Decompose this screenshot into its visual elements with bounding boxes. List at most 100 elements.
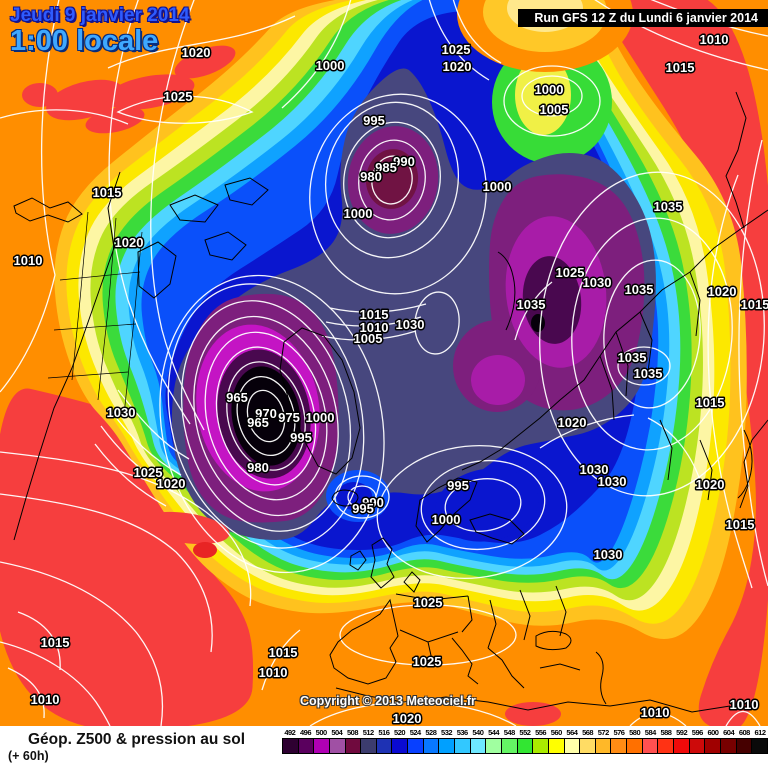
pressure-label: 1030 <box>580 462 609 477</box>
copyright-notice: Copyright © 2013 Meteociel.fr <box>300 694 476 708</box>
pressure-label: 965 <box>247 415 269 430</box>
legend-swatch <box>470 739 487 753</box>
legend-swatch <box>455 739 471 753</box>
pressure-label: 1015 <box>93 185 122 200</box>
pressure-label: 1000 <box>316 58 345 73</box>
pressure-label: 1000 <box>483 179 512 194</box>
z500-legend: 492 496 500 504 508 512 516 520 524 528 532 536 540 5… <box>282 728 768 754</box>
pressure-label: 1010 <box>14 253 43 268</box>
pressure-label: 995 <box>363 113 385 128</box>
legend-value: 504 <box>331 728 343 737</box>
pressure-label: 1015 <box>696 395 725 410</box>
legend-swatch <box>298 739 315 753</box>
legend-swatch <box>329 739 346 753</box>
legend-value: 528 <box>425 728 437 737</box>
legend-swatch <box>736 739 753 753</box>
legend-swatch <box>564 739 581 753</box>
pressure-label: 1020 <box>696 477 725 492</box>
weather-map: 1020102510001025102010101015995990985980… <box>0 0 768 726</box>
legend-swatch <box>361 739 377 753</box>
legend-value: 588 <box>660 728 672 737</box>
legend-swatch <box>720 739 737 753</box>
pressure-label: 1030 <box>396 317 425 332</box>
legend-swatch <box>392 739 409 753</box>
pressure-label: 1010 <box>730 697 759 712</box>
legend-swatch <box>752 739 767 753</box>
pressure-label: 1030 <box>583 275 612 290</box>
pressure-label: 1025 <box>164 89 193 104</box>
legend-swatch <box>658 739 675 753</box>
pressure-label: 1035 <box>654 199 683 214</box>
legend-swatch <box>439 739 456 753</box>
legend-swatch <box>689 739 706 753</box>
legend-swatch <box>611 739 628 753</box>
legend-values: 492 496 500 504 508 512 516 520 524 528 532 536 540 5… <box>282 728 768 737</box>
legend-value: 492 <box>284 728 296 737</box>
pressure-label: 995 <box>447 478 469 493</box>
pressure-label: 1015 <box>41 635 70 650</box>
pressure-label: 1020 <box>443 59 472 74</box>
pressure-label: 1010 <box>259 665 288 680</box>
legend-value: 556 <box>535 728 547 737</box>
pressure-label: 1020 <box>182 45 211 60</box>
legend-value: 544 <box>488 728 500 737</box>
legend-value: 536 <box>456 728 469 737</box>
legend-swatch <box>517 739 534 753</box>
legend-value: 584 <box>644 728 657 737</box>
legend-value: 520 <box>394 728 406 737</box>
pressure-label: 1035 <box>517 297 546 312</box>
legend-swatch <box>408 739 424 753</box>
pressure-label: 1015 <box>360 307 389 322</box>
legend-swatch <box>595 739 612 753</box>
legend-value: 592 <box>676 728 688 737</box>
footer-bar: Géop. Z500 & pression au sol (+ 60h) 492… <box>0 726 768 768</box>
pressure-label: 1010 <box>641 705 670 720</box>
legend-swatch <box>627 739 643 753</box>
legend-value: 600 <box>707 728 719 737</box>
legend-swatch <box>705 739 721 753</box>
legend-value: 576 <box>613 728 625 737</box>
z500-color-field <box>0 0 768 726</box>
pressure-label: 980 <box>360 169 382 184</box>
pressure-label: 1015 <box>269 645 298 660</box>
legend-value: 568 <box>582 728 594 737</box>
pressure-label: 1000 <box>432 512 461 527</box>
legend-swatch <box>376 739 393 753</box>
legend-swatch <box>423 739 440 753</box>
pressure-label: 1015 <box>666 60 695 75</box>
legend-value: 604 <box>723 728 735 737</box>
legend-value: 596 <box>691 728 704 737</box>
legend-value: 548 <box>503 728 516 737</box>
pressure-label: 1000 <box>306 410 335 425</box>
legend-value: 500 <box>315 728 328 737</box>
legend-value: 564 <box>566 728 578 737</box>
legend-value: 560 <box>550 728 563 737</box>
pressure-label: 1010 <box>360 320 389 335</box>
legend-value: 532 <box>441 728 453 737</box>
pressure-labels: 1020102510001025102010101015995990985980… <box>12 31 768 727</box>
pressure-label: 1030 <box>598 474 627 489</box>
pressure-label: 1020 <box>708 284 737 299</box>
legend-swatch <box>314 739 330 753</box>
pressure-label: 985 <box>375 160 397 175</box>
pressure-label: 1010 <box>31 692 60 707</box>
pressure-label: 1015 <box>741 297 768 312</box>
legend-swatch <box>345 739 362 753</box>
legend-swatch <box>674 739 690 753</box>
pressure-label: 995 <box>352 501 374 516</box>
legend-swatch <box>642 739 659 753</box>
pressure-label: 995 <box>290 430 312 445</box>
pressure-label: 965 <box>226 390 248 405</box>
chart-title: Géop. Z500 & pression au sol <box>28 731 246 748</box>
legend-value: 496 <box>300 728 312 737</box>
legend-value: 552 <box>519 728 531 737</box>
pressure-label: 970 <box>255 406 277 421</box>
pressure-label: 1030 <box>594 547 623 562</box>
pressure-label: 1005 <box>540 102 569 117</box>
pressure-label: 1025 <box>414 595 443 610</box>
legend-value: 516 <box>378 728 390 737</box>
pressure-label: 1020 <box>157 476 186 491</box>
legend-value: 580 <box>629 728 641 737</box>
legend-swatch <box>548 739 565 753</box>
pressure-label: 1000 <box>535 82 564 97</box>
